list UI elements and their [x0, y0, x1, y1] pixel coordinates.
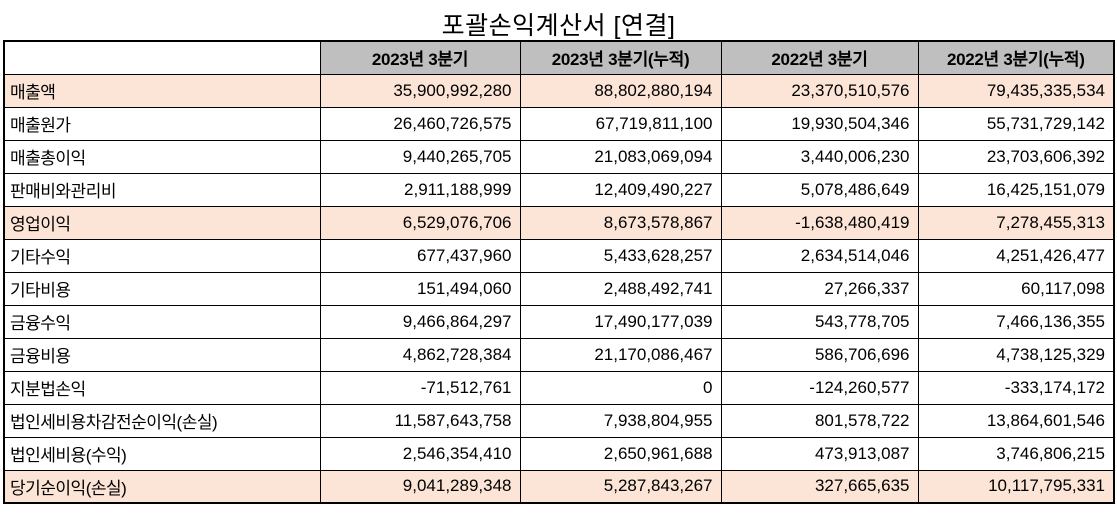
value-cell: 12,409,490,227 [519, 172, 722, 207]
value-cell: 9,041,289,348 [319, 469, 521, 504]
value-cell: 543,778,705 [720, 304, 919, 339]
value-cell: 4,738,125,329 [917, 337, 1115, 372]
header-cell-2022q3-cum: 2022년 3분기(누적) [917, 40, 1115, 75]
value-cell: 17,490,177,039 [519, 304, 722, 339]
value-cell: 13,864,601,546 [917, 403, 1115, 438]
value-cell: 7,278,455,313 [917, 205, 1115, 240]
value-cell: 21,083,069,094 [519, 139, 722, 174]
value-cell: 67,719,811,100 [519, 106, 722, 141]
value-cell: 27,266,337 [720, 271, 919, 306]
row-label-cell: 매출원가 [3, 106, 321, 141]
row-label-cell: 금융수익 [3, 304, 321, 339]
value-cell: 5,287,843,267 [519, 469, 722, 504]
value-cell: 586,706,696 [720, 337, 919, 372]
value-cell: 10,117,795,331 [917, 469, 1115, 504]
row-label-cell: 당기순이익(손실) [3, 469, 321, 504]
row-label-cell: 법인세비용(수익) [3, 436, 321, 471]
value-cell: 2,634,514,046 [720, 238, 919, 273]
value-cell: -1,638,480,419 [720, 205, 919, 240]
value-cell: 2,546,354,410 [319, 436, 521, 471]
value-cell: 2,650,961,688 [519, 436, 722, 471]
value-cell: 5,433,628,257 [519, 238, 722, 273]
value-cell: 16,425,151,079 [917, 172, 1115, 207]
value-cell: 23,370,510,576 [720, 73, 919, 108]
table-row-sga-expenses: 판매비와관리비 2,911,188,999 12,409,490,227 5,0… [3, 172, 1115, 207]
value-cell: 19,930,504,346 [720, 106, 919, 141]
value-cell: 60,117,098 [917, 271, 1115, 306]
table-row-profit-before-tax: 법인세비용차감전순이익(손실) 11,587,643,758 7,938,804… [3, 403, 1115, 438]
row-label-cell: 영업이익 [3, 205, 321, 240]
value-cell: 151,494,060 [319, 271, 521, 306]
value-cell: 6,529,076,706 [319, 205, 521, 240]
table-row-net-profit: 당기순이익(손실) 9,041,289,348 5,287,843,267 32… [3, 469, 1115, 504]
value-cell: 79,435,335,534 [917, 73, 1115, 108]
value-cell: 0 [519, 370, 722, 405]
row-label-cell: 기타비용 [3, 271, 321, 306]
value-cell: 2,488,492,741 [519, 271, 722, 306]
value-cell: -124,260,577 [720, 370, 919, 405]
value-cell: 9,466,864,297 [319, 304, 521, 339]
value-cell: 3,746,806,215 [917, 436, 1115, 471]
income-statement-table: 2023년 3분기 2023년 3분기(누적) 2022년 3분기 2022년 … [3, 40, 1115, 504]
value-cell: 7,466,136,355 [917, 304, 1115, 339]
value-cell: 23,703,606,392 [917, 139, 1115, 174]
header-cell-2022q3: 2022년 3분기 [720, 40, 919, 75]
value-cell: 26,460,726,575 [319, 106, 521, 141]
row-label-cell: 지분법손익 [3, 370, 321, 405]
value-cell: 35,900,992,280 [319, 73, 521, 108]
row-label-cell: 기타수익 [3, 238, 321, 273]
table-row-equity-method: 지분법손익 -71,512,761 0 -124,260,577 -333,17… [3, 370, 1115, 405]
value-cell: 88,802,880,194 [519, 73, 722, 108]
value-cell: 3,440,006,230 [720, 139, 919, 174]
table-row-revenue: 매출액 35,900,992,280 88,802,880,194 23,370… [3, 73, 1115, 108]
row-label-cell: 법인세비용차감전순이익(손실) [3, 403, 321, 438]
header-row: 2023년 3분기 2023년 3분기(누적) 2022년 3분기 2022년 … [3, 40, 1115, 75]
value-cell: 473,913,087 [720, 436, 919, 471]
header-cell-empty [3, 40, 321, 75]
value-cell: 5,078,486,649 [720, 172, 919, 207]
row-label-cell: 매출총이익 [3, 139, 321, 174]
value-cell: 9,440,265,705 [319, 139, 521, 174]
value-cell: 327,665,635 [720, 469, 919, 504]
value-cell: -333,174,172 [917, 370, 1115, 405]
value-cell: 4,251,426,477 [917, 238, 1115, 273]
value-cell: 801,578,722 [720, 403, 919, 438]
table-row-other-income: 기타수익 677,437,960 5,433,628,257 2,634,514… [3, 238, 1115, 273]
value-cell: 2,911,188,999 [319, 172, 521, 207]
header-cell-2023q3: 2023년 3분기 [319, 40, 521, 75]
value-cell: 8,673,578,867 [519, 205, 722, 240]
header-cell-2023q3-cum: 2023년 3분기(누적) [519, 40, 722, 75]
row-label-cell: 금융비용 [3, 337, 321, 372]
value-cell: 11,587,643,758 [319, 403, 521, 438]
value-cell: 4,862,728,384 [319, 337, 521, 372]
table-row-other-expenses: 기타비용 151,494,060 2,488,492,741 27,266,33… [3, 271, 1115, 306]
table-row-gross-profit: 매출총이익 9,440,265,705 21,083,069,094 3,440… [3, 139, 1115, 174]
page-title: 포괄손익계산서 [연결] [441, 12, 676, 40]
value-cell: -71,512,761 [319, 370, 521, 405]
table-row-finance-income: 금융수익 9,466,864,297 17,490,177,039 543,77… [3, 304, 1115, 339]
row-label-cell: 판매비와관리비 [3, 172, 321, 207]
value-cell: 7,938,804,955 [519, 403, 722, 438]
value-cell: 21,170,086,467 [519, 337, 722, 372]
value-cell: 677,437,960 [319, 238, 521, 273]
table-row-finance-costs: 금융비용 4,862,728,384 21,170,086,467 586,70… [3, 337, 1115, 372]
value-cell: 55,731,729,142 [917, 106, 1115, 141]
row-label-cell: 매출액 [3, 73, 321, 108]
table-row-income-tax: 법인세비용(수익) 2,546,354,410 2,650,961,688 47… [3, 436, 1115, 471]
table-row-cost-of-sales: 매출원가 26,460,726,575 67,719,811,100 19,93… [3, 106, 1115, 141]
table-row-operating-profit: 영업이익 6,529,076,706 8,673,578,867 -1,638,… [3, 205, 1115, 240]
